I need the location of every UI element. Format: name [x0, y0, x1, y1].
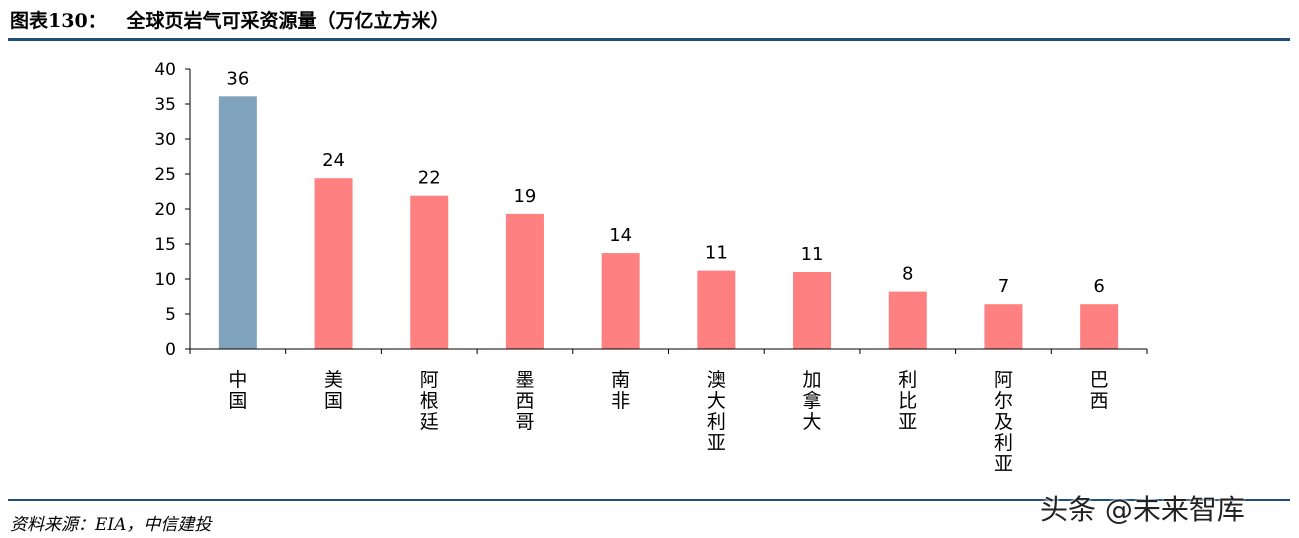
y-tick-label: 10 — [154, 270, 176, 290]
y-axis: 0 5 10 15 20 25 30 35 40 — [154, 60, 191, 360]
source-note: 资料来源：EIA，中信建投 — [10, 515, 212, 535]
y-tick-label: 35 — [154, 95, 176, 115]
bar — [314, 178, 353, 349]
watermark: 头条 @未来智库 — [1040, 493, 1245, 526]
y-tick-label: 15 — [154, 235, 176, 255]
data-label: 19 — [513, 186, 536, 207]
data-label: 7 — [998, 276, 1009, 297]
category-label: 墨西哥 — [515, 369, 534, 433]
bar — [218, 96, 257, 349]
figure-title: 图表130： 全球页岩气可采资源量（万亿立方米） — [10, 10, 450, 32]
bar — [984, 304, 1023, 349]
category-label: 加拿大 — [803, 369, 822, 433]
bar — [888, 291, 927, 349]
category-label: 利比亚 — [898, 369, 917, 433]
y-tick-label: 40 — [154, 60, 176, 80]
bar-chart: 0 5 10 15 20 25 30 35 40 36 24 22 19 14 11 11 8 7 6 中国 美国 阿… — [154, 60, 1148, 475]
data-label: 36 — [226, 68, 249, 89]
category-label: 南非 — [611, 369, 630, 412]
category-label: 中国 — [228, 369, 247, 412]
bar — [505, 213, 544, 349]
category-label: 美国 — [324, 369, 343, 412]
category-label: 阿尔及利亚 — [994, 369, 1013, 475]
top-rule — [8, 38, 1290, 41]
y-tick-label: 5 — [165, 305, 176, 325]
category-label: 澳大利亚 — [707, 369, 726, 454]
data-label: 11 — [705, 243, 728, 264]
data-label: 24 — [322, 150, 345, 171]
bars-group: 36 24 22 19 14 11 11 8 7 6 — [218, 68, 1119, 349]
bar — [601, 253, 640, 349]
y-tick-label: 20 — [154, 200, 176, 220]
y-tick-label: 25 — [154, 165, 176, 185]
bar — [410, 195, 449, 349]
bar — [697, 270, 736, 349]
bottom-rule — [8, 499, 1290, 501]
data-label: 14 — [609, 225, 632, 246]
data-label: 8 — [902, 264, 913, 285]
category-label: 巴西 — [1090, 369, 1109, 412]
bar — [793, 272, 832, 349]
data-label: 11 — [801, 244, 824, 265]
category-label: 阿根廷 — [420, 369, 439, 433]
y-tick-label: 30 — [154, 130, 176, 150]
bar — [1080, 304, 1119, 349]
y-tick-label: 0 — [165, 340, 176, 360]
x-axis: 中国 美国 阿根廷 墨西哥 南非 澳大利亚 加拿大 利比亚 阿尔及利亚 巴西 — [189, 348, 1148, 475]
data-label: 22 — [418, 168, 441, 189]
data-label: 6 — [1093, 276, 1104, 297]
